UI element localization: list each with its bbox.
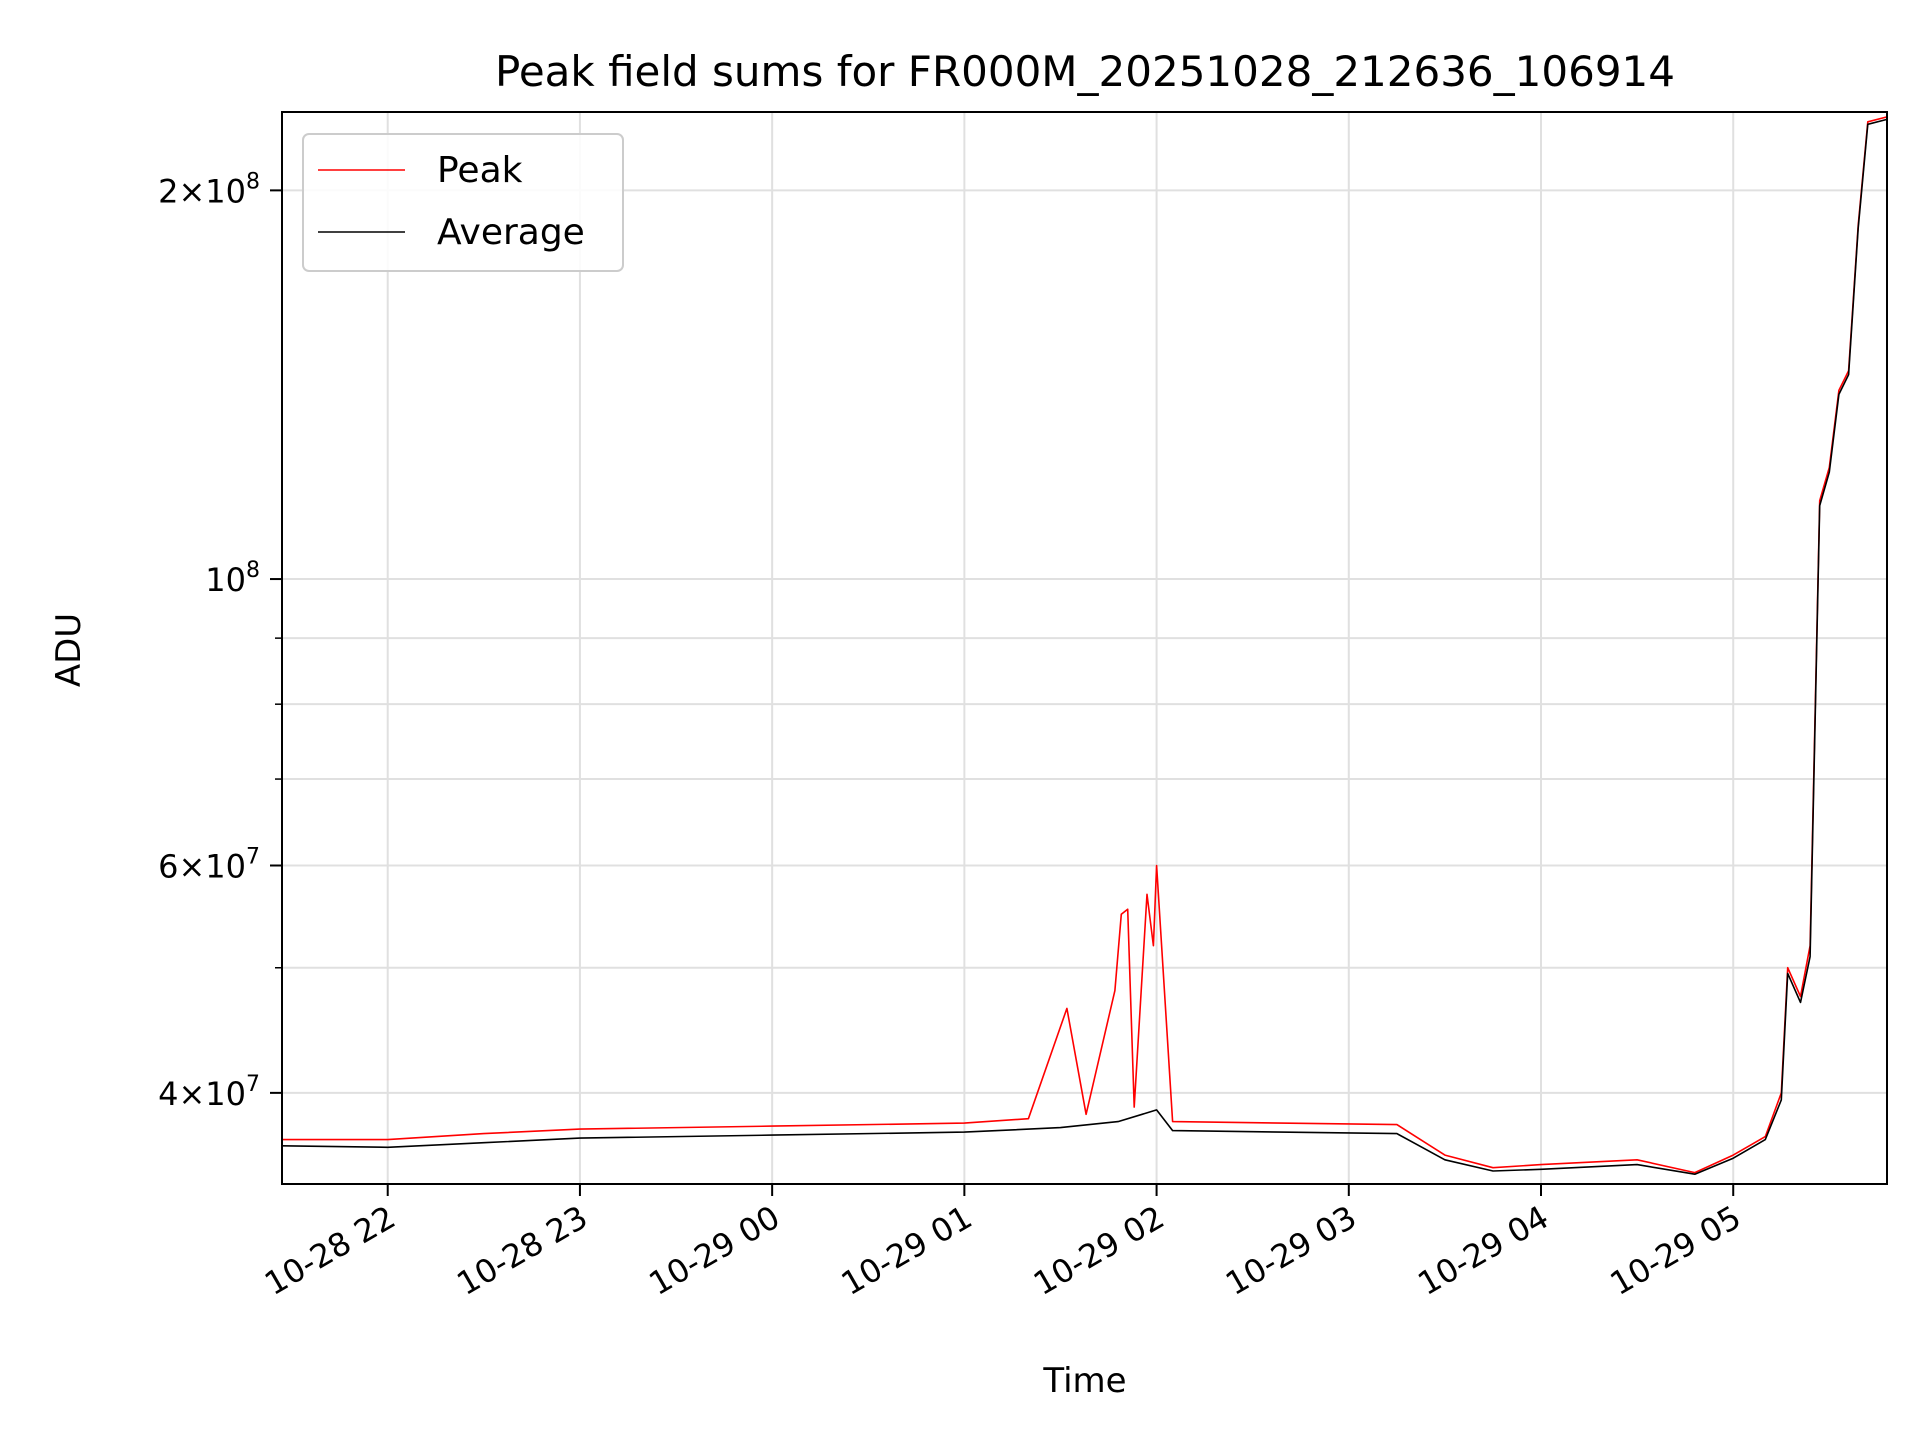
legend-label-average: Average [437, 212, 585, 253]
plot-frame [281, 111, 1888, 1185]
x-axis-label: Time [1042, 1361, 1126, 1401]
chart-title: Peak field sums for FR000M_20251028_2126… [495, 47, 1675, 96]
series-line-peak [282, 116, 1888, 1174]
legend: Peak Average [302, 133, 624, 272]
y-tick-label: 108 [205, 558, 260, 599]
grid [282, 112, 1887, 1184]
legend-label-peak: Peak [437, 150, 523, 191]
series-layer [281, 116, 1888, 1175]
y-tick-label: 2×108 [158, 169, 260, 210]
legend-box [302, 133, 624, 272]
y-tick-label: 4×107 [158, 1072, 260, 1113]
y-axis-label: ADU [49, 613, 89, 687]
y-tick-label: 6×107 [158, 845, 260, 886]
series-line-average [281, 118, 1888, 1175]
